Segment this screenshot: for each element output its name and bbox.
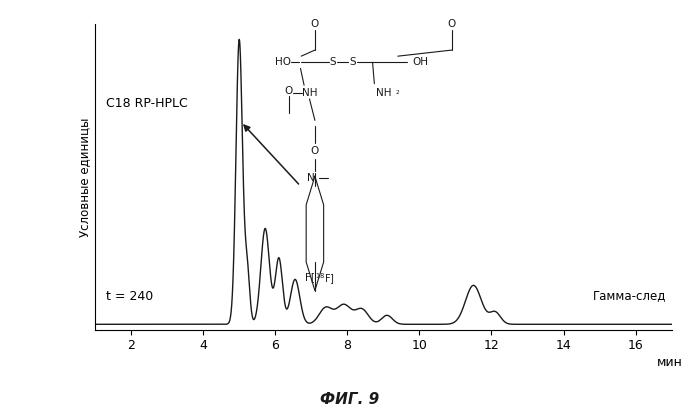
Text: $_2$: $_2$ — [395, 88, 400, 97]
Text: O: O — [311, 146, 319, 156]
Text: ФИГ. 9: ФИГ. 9 — [320, 392, 379, 407]
Y-axis label: Условные единицы: Условные единицы — [78, 117, 91, 236]
Text: NH: NH — [302, 88, 317, 98]
Text: F[: F[ — [305, 272, 315, 282]
Text: N: N — [307, 173, 315, 183]
Text: Гамма-след: Гамма-след — [593, 289, 666, 302]
Text: O: O — [448, 19, 456, 29]
Text: t = 240: t = 240 — [106, 290, 153, 303]
Text: O: O — [284, 86, 293, 97]
Text: $^{18}$F]: $^{18}$F] — [315, 272, 335, 287]
Text: мин: мин — [657, 356, 683, 369]
Text: HO: HO — [275, 57, 291, 67]
Text: O: O — [311, 19, 319, 29]
Text: S: S — [330, 57, 336, 67]
Text: OH: OH — [412, 57, 428, 67]
Text: NH: NH — [376, 88, 391, 98]
Text: S: S — [350, 57, 356, 67]
Text: C18 RP-HPLC: C18 RP-HPLC — [106, 97, 187, 110]
